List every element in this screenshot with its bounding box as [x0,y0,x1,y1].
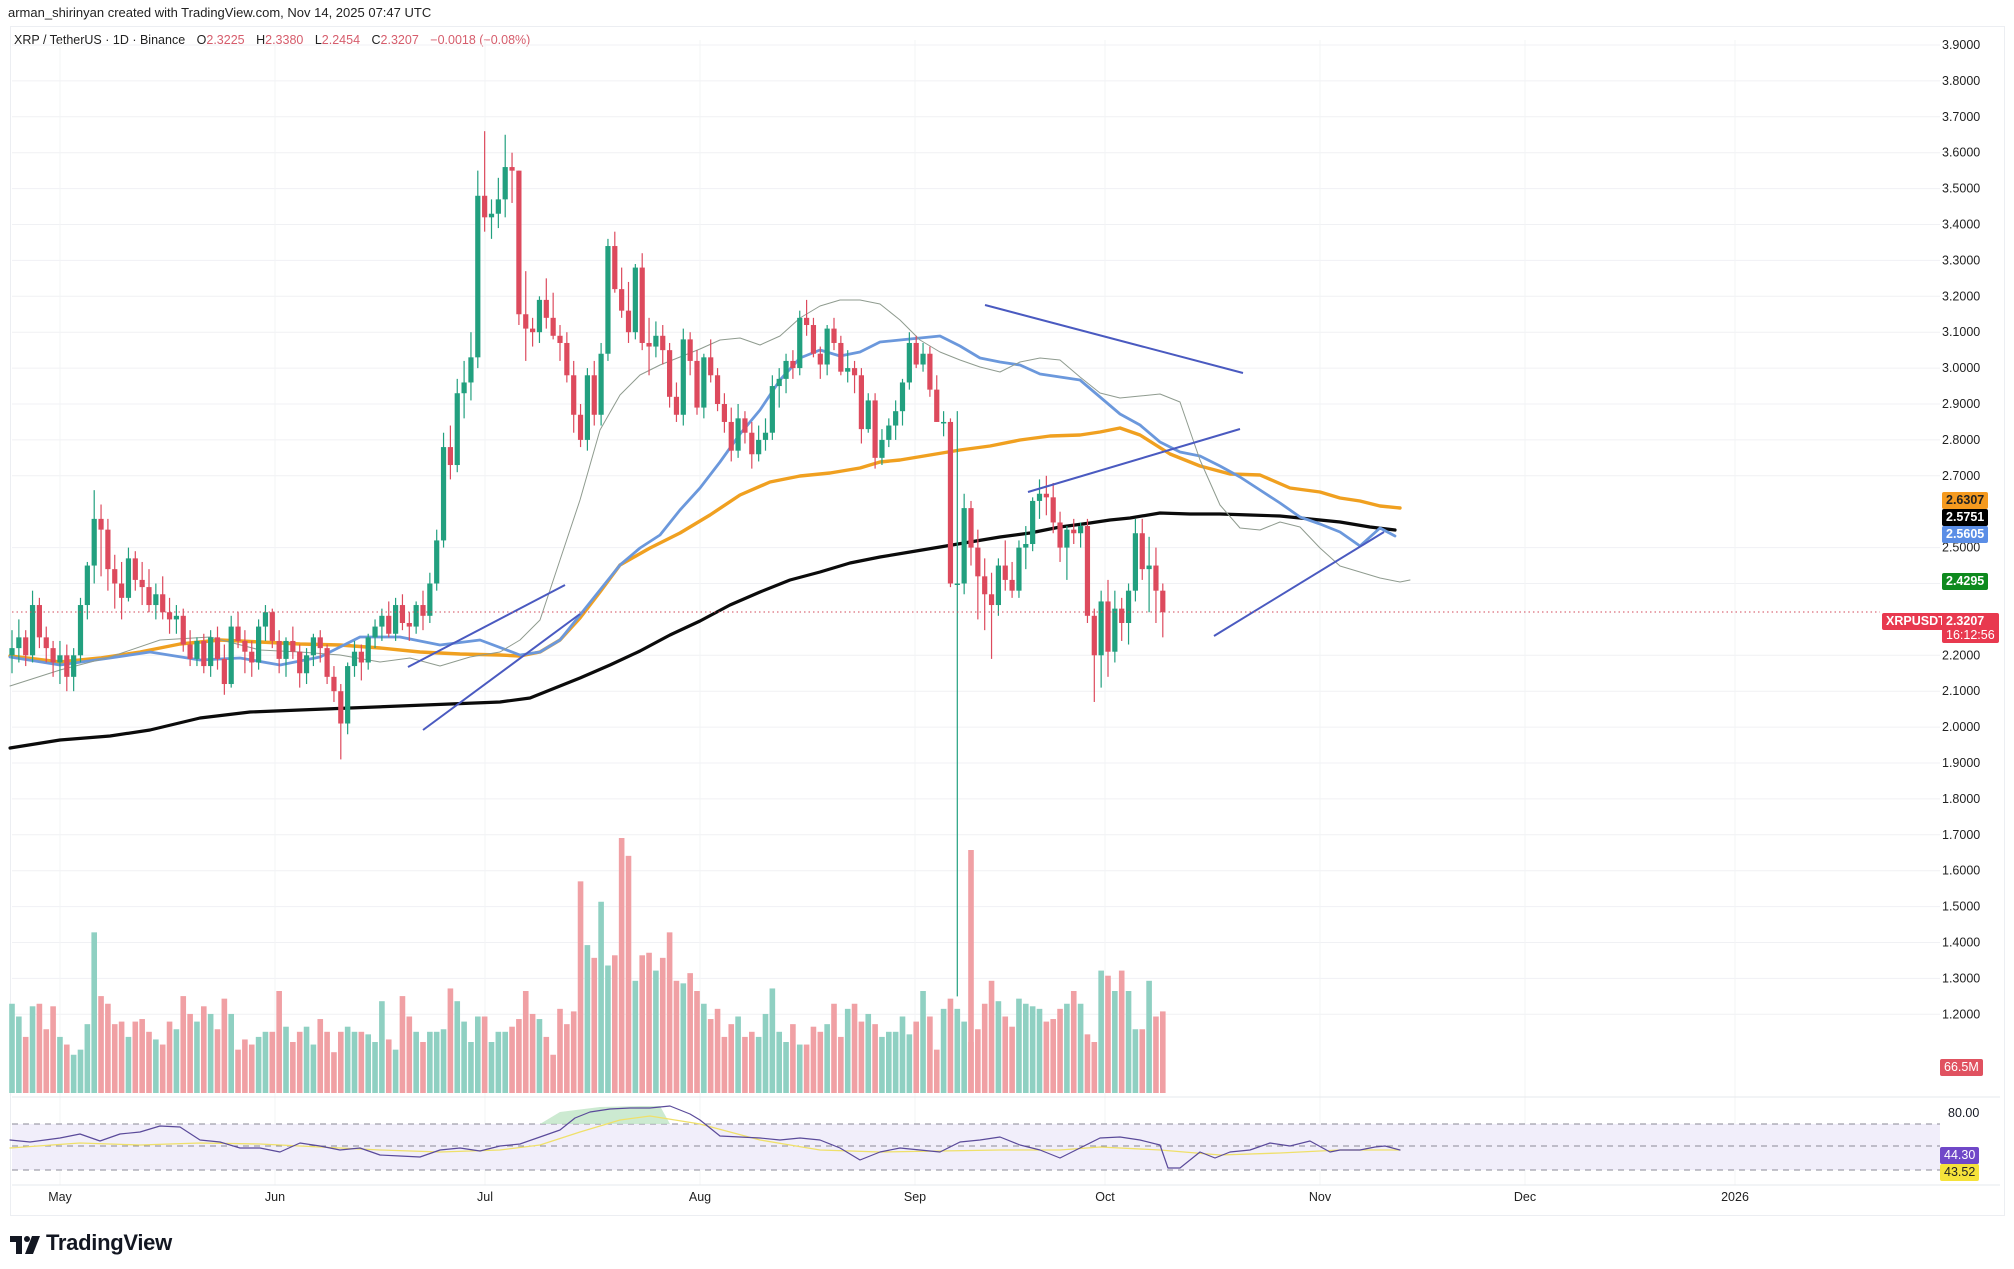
time-label: Oct [1095,1190,1115,1204]
price-tick: 1.4000 [1942,936,1980,950]
volume-tag: 66.5M [1940,1059,1983,1076]
ma-blue-tag: 2.5605 [1942,526,1989,543]
descending-resistance-trendline[interactable] [984,304,1244,374]
candlesticks [9,131,1166,997]
last-price-tag: 2.3207 16:12:56 [1942,613,1999,643]
price-tick: 3.0000 [1942,361,1980,375]
symbol-title[interactable]: XRP / TetherUS · 1D · Binance [14,33,186,47]
chart-credit: arman_shirinyan created with TradingView… [8,5,432,20]
tradingview-logo-icon [10,1234,40,1254]
rising-support-oct-trendline[interactable] [1213,531,1385,637]
price-tick: 3.7000 [1942,110,1980,124]
time-label: Nov [1308,1190,1332,1204]
price-tick: 1.6000 [1942,864,1980,878]
price-tick: 3.8000 [1942,74,1980,88]
time-label: Aug [688,1190,712,1204]
rising-support-sep-trendline[interactable] [1027,428,1241,493]
price-tick: 2.8000 [1942,433,1980,447]
price-tick: 3.4000 [1942,218,1980,232]
high-label: H [256,33,266,47]
price-tick: 1.7000 [1942,828,1980,842]
close-value: 2.3207 [380,33,419,47]
close-label: C [371,33,381,47]
ma-black-tag: 2.5751 [1942,509,1989,526]
low-value: 2.2454 [321,33,361,47]
price-tick: 1.5000 [1942,900,1980,914]
logo-text: TradingView [46,1230,172,1255]
price-tick: 3.6000 [1942,146,1980,160]
change-value: −0.0018 (−0.08%) [430,33,531,47]
price-tick: 1.3000 [1942,971,1980,985]
rsi-value-tag: 44.30 [1940,1147,1980,1164]
time-label: 2026 [1721,1190,1749,1204]
rsi-ma-value-tag: 43.52 [1940,1164,1980,1181]
grid-lines [12,40,2000,1186]
open-label: O [196,33,207,47]
time-label: Jun [264,1190,286,1204]
rising-wedge-jul-lower-trendline[interactable] [422,613,581,731]
ma-green-tag: 2.4295 [1942,573,1989,590]
ma-orange-tag: 2.6307 [1942,492,1989,509]
last-price: 2.3207 [1946,614,1985,628]
rsi-tick-80: 80.00 [1948,1106,1980,1120]
price-tick: 1.8000 [1942,792,1980,806]
open-value: 2.3225 [206,33,245,47]
price-tick: 1.2000 [1942,1007,1980,1021]
volume-bars [9,838,1166,1093]
rising-wedge-jul-upper-trendline[interactable] [407,584,566,668]
price-tick: 1.9000 [1942,756,1980,770]
price-tick: 2.0000 [1942,720,1980,734]
symbol-legend: XRP / TetherUS · 1D · Binance O2.3225 H 2… [14,33,530,47]
bar-countdown: 16:12:56 [1946,628,1995,642]
price-tick: 2.2000 [1942,648,1980,662]
price-tick: 2.1000 [1942,684,1980,698]
time-label: Sep [903,1190,927,1204]
price-tick: 3.2000 [1942,289,1980,303]
price-tick: 2.7000 [1942,469,1980,483]
trendlines[interactable] [12,304,1880,731]
tradingview-logo[interactable]: TradingView [10,1230,172,1256]
low-label: L [314,33,322,47]
price-tick: 3.3000 [1942,253,1980,267]
time-label: Dec [1513,1190,1537,1204]
price-tick: 2.9000 [1942,397,1980,411]
last-symbol-tag: XRPUSDT [1882,613,1950,630]
price-tick: 3.5000 [1942,182,1980,196]
rsi-pane [9,1105,1940,1171]
price-tick: 2.5000 [1942,541,1980,555]
time-label: May [48,1190,72,1204]
chart-frame [10,26,2005,1216]
price-tick: 3.9000 [1942,38,1980,52]
price-tick: 3.1000 [1942,325,1980,339]
time-label: Jul [477,1190,493,1204]
